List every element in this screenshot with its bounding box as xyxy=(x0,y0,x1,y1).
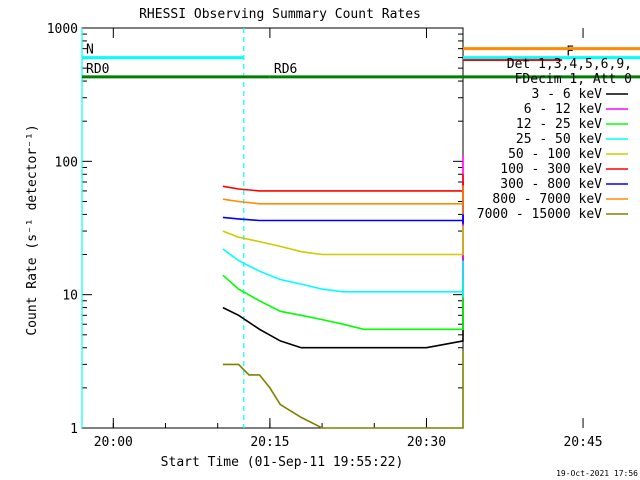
series-line xyxy=(222,199,464,224)
y-tick-label: 1000 xyxy=(47,22,78,37)
series-line xyxy=(222,350,464,429)
series-group xyxy=(222,155,464,429)
timestamp-footer: 19-Oct-2021 17:56 xyxy=(556,469,638,478)
legend-entry: 25 - 50 keV xyxy=(516,132,602,147)
legend-header: FDecim 1, Att 0 xyxy=(515,72,632,87)
legend-entry: 12 - 25 keV xyxy=(516,117,602,132)
y-axis: 1 10 100 1000 xyxy=(47,22,463,437)
x-tick-label: 20:45 xyxy=(563,435,602,450)
legend-entry: 50 - 100 keV xyxy=(508,147,602,162)
x-tick-label: 20:30 xyxy=(407,435,446,450)
x-axis-label: Start Time (01-Sep-11 19:55:22) xyxy=(161,455,404,470)
legend-entry: 800 - 7000 keV xyxy=(492,192,602,207)
segment-label: F xyxy=(566,45,574,60)
chart-title: RHESSI Observing Summary Count Rates xyxy=(139,7,421,22)
series-line xyxy=(222,248,464,298)
legend-entry: 7000 - 15000 keV xyxy=(477,207,602,222)
x-tick-label: 20:15 xyxy=(250,435,289,450)
y-tick-label: 10 xyxy=(62,289,78,304)
series-line xyxy=(222,182,464,349)
legend-entry: 100 - 300 keV xyxy=(500,162,602,177)
legend-entry: 300 - 800 keV xyxy=(500,177,602,192)
x-tick-label: 20:00 xyxy=(94,435,133,450)
series-line xyxy=(222,174,464,208)
y-tick-label: 100 xyxy=(55,155,78,170)
series-line xyxy=(222,225,464,256)
state-segments: NRD0RD6FS xyxy=(82,43,640,79)
segment-label: N xyxy=(86,43,94,58)
series-line xyxy=(222,185,464,215)
y-tick-label: 1 xyxy=(70,422,78,437)
vertical-markers xyxy=(81,28,245,428)
y-axis-label: Count Rate (s⁻¹ detector⁻¹) xyxy=(25,124,40,335)
legend: Det 1,3,4,5,6,9,FDecim 1, Att 03 - 6 keV… xyxy=(477,57,632,222)
plot-area xyxy=(81,27,464,429)
legend-entry: 6 - 12 keV xyxy=(524,102,602,117)
segment-label: RD0 xyxy=(86,62,109,77)
legend-entry: 3 - 6 keV xyxy=(532,87,603,102)
legend-header: Det 1,3,4,5,6,9, xyxy=(507,57,632,72)
segment-label: RD6 xyxy=(274,62,297,77)
series-line xyxy=(222,274,464,331)
